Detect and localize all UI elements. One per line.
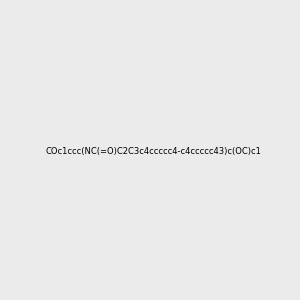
Text: COc1ccc(NC(=O)C2C3c4ccccc4-c4ccccc43)c(OC)c1: COc1ccc(NC(=O)C2C3c4ccccc4-c4ccccc43)c(O…: [46, 147, 262, 156]
